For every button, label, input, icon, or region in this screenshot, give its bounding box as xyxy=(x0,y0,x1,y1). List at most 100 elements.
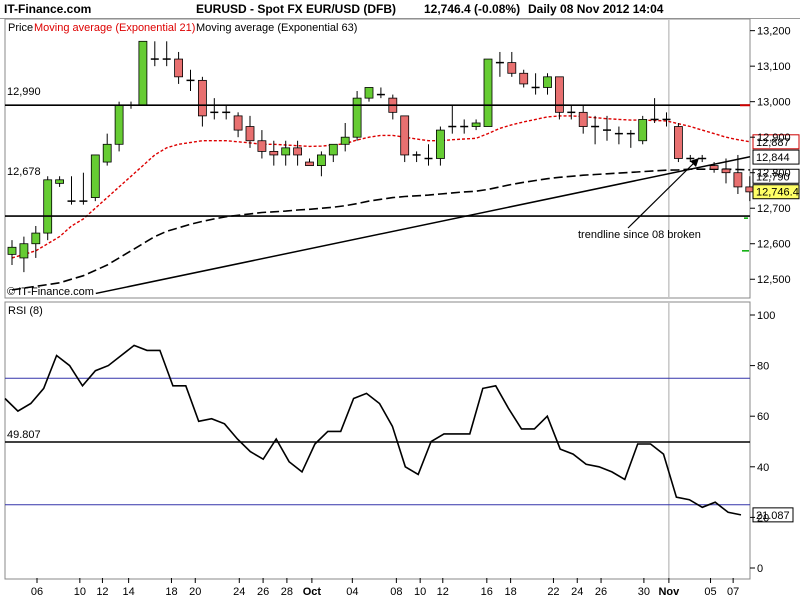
candle-down xyxy=(400,115,410,156)
rsi-y-tick-label: 20 xyxy=(757,512,769,524)
candle-down xyxy=(555,76,564,113)
candle-down xyxy=(733,172,743,188)
candle-down xyxy=(519,72,529,85)
x-tick-label: 30 xyxy=(638,586,650,598)
price-panel xyxy=(4,18,751,299)
x-tick-label: 18 xyxy=(504,586,516,598)
legend-ema21: Moving average (Exponential 21) xyxy=(34,22,195,34)
price-badge-label: 12,746.4 xyxy=(756,187,799,199)
rsi-y-tick-label: 0 xyxy=(757,563,763,575)
price-y-tick-label: 13,100 xyxy=(757,61,791,73)
price-y-tick-label: 12,800 xyxy=(757,168,791,180)
candle-down xyxy=(674,126,683,159)
x-tick-label: Nov xyxy=(658,586,680,598)
candle-up xyxy=(435,129,445,159)
x-tick-label: 10 xyxy=(414,586,426,598)
candle-down xyxy=(257,140,267,152)
candle-down xyxy=(507,62,517,74)
price-y-tick-label: 12,700 xyxy=(757,203,791,215)
candle-up xyxy=(138,40,148,106)
candle-up xyxy=(483,58,493,127)
x-tick-label: 08 xyxy=(390,586,402,598)
price-badge-label: 12,790 xyxy=(756,171,790,183)
candle-down xyxy=(293,147,303,156)
candle-up xyxy=(638,119,648,142)
price-badge xyxy=(752,168,800,184)
candle-up xyxy=(281,147,291,156)
candle-down xyxy=(578,111,588,127)
price-badge xyxy=(752,134,800,150)
candle-down xyxy=(233,115,243,131)
x-tick-label: Oct xyxy=(303,586,322,598)
price-badge-label: 12,844 xyxy=(756,152,790,164)
candle-up xyxy=(352,97,362,138)
rsi-y-tick-label: 100 xyxy=(757,310,775,322)
price-y-tick-label: 12,600 xyxy=(757,239,791,251)
x-tick-label: 14 xyxy=(122,586,134,598)
rsi-y-tick-label: 60 xyxy=(757,411,769,423)
last-price: 12,746.4 (-0.08%) xyxy=(424,2,521,16)
price-y-tick-label: 12,900 xyxy=(757,132,791,144)
x-tick-label: 20 xyxy=(189,586,201,598)
x-tick-label: 28 xyxy=(281,586,293,598)
candle-down xyxy=(197,79,207,117)
candle-up xyxy=(55,179,64,184)
hline-label-lower: 12,678 xyxy=(7,166,41,178)
x-tick-label: 07 xyxy=(727,586,739,598)
chart-header: IT-Finance.com EURUSD - Spot FX EUR/USD … xyxy=(0,0,800,19)
candle-down xyxy=(305,161,314,167)
instrument-title: EURUSD - Spot FX EUR/USD (DFB) xyxy=(196,2,396,16)
ema21-line xyxy=(11,115,750,259)
candle-down xyxy=(174,58,184,78)
candle-up xyxy=(114,104,124,145)
candle-down xyxy=(245,126,255,142)
brand-title: IT-Finance.com xyxy=(4,2,92,16)
x-tick-label: 12 xyxy=(437,586,449,598)
annotation-arrowhead xyxy=(690,158,699,167)
price-badge xyxy=(752,184,800,200)
candle-up xyxy=(7,246,17,255)
price-badge xyxy=(752,149,800,165)
x-tick-label: 05 xyxy=(704,586,716,598)
candle-down xyxy=(269,150,279,156)
candle-up xyxy=(328,143,338,156)
candle-up xyxy=(31,232,41,245)
x-tick-label: 24 xyxy=(233,586,245,598)
legend-ema63: Moving average (Exponential 63) xyxy=(196,22,357,34)
candle-up xyxy=(340,136,350,145)
rsi-hline-label: 49.807 xyxy=(7,429,41,441)
price-badge-label: 12,887 xyxy=(756,137,790,149)
trendline xyxy=(95,155,751,295)
candle-up xyxy=(364,87,374,99)
x-tick-label: 12 xyxy=(96,586,108,598)
hline-label-upper: 12,990 xyxy=(7,86,41,98)
candle-up xyxy=(543,76,552,88)
price-y-tick-label: 13,000 xyxy=(757,97,791,109)
x-tick-label: 22 xyxy=(547,586,559,598)
rsi-y-tick-label: 40 xyxy=(757,462,769,474)
x-tick-label: 24 xyxy=(571,586,583,598)
x-tick-label: 06 xyxy=(31,586,43,598)
candle-up xyxy=(316,154,326,167)
x-tick-label: 16 xyxy=(481,586,493,598)
x-tick-label: 26 xyxy=(595,586,607,598)
candle-up xyxy=(471,122,481,127)
period-label: Daily 08 Nov 2012 14:04 xyxy=(528,2,664,16)
ema63-line xyxy=(11,168,750,291)
rsi-badge-label: 21.087 xyxy=(756,510,790,522)
legend-price: Price xyxy=(8,22,33,34)
rsi-line xyxy=(4,344,742,516)
candle-down xyxy=(721,168,731,174)
candle-down xyxy=(709,165,719,170)
price-y-tick-label: 13,200 xyxy=(757,26,791,38)
watermark: © IT-Finance.com xyxy=(7,286,94,298)
x-tick-label: 18 xyxy=(165,586,177,598)
candle-up xyxy=(102,143,112,163)
rsi-panel xyxy=(4,301,751,580)
rsi-label: RSI (8) xyxy=(8,305,43,317)
x-tick-label: 04 xyxy=(346,586,358,598)
trendline-annotation: trendline since 08 broken xyxy=(578,229,701,241)
candle-up xyxy=(43,179,53,234)
candle-up xyxy=(19,243,29,259)
